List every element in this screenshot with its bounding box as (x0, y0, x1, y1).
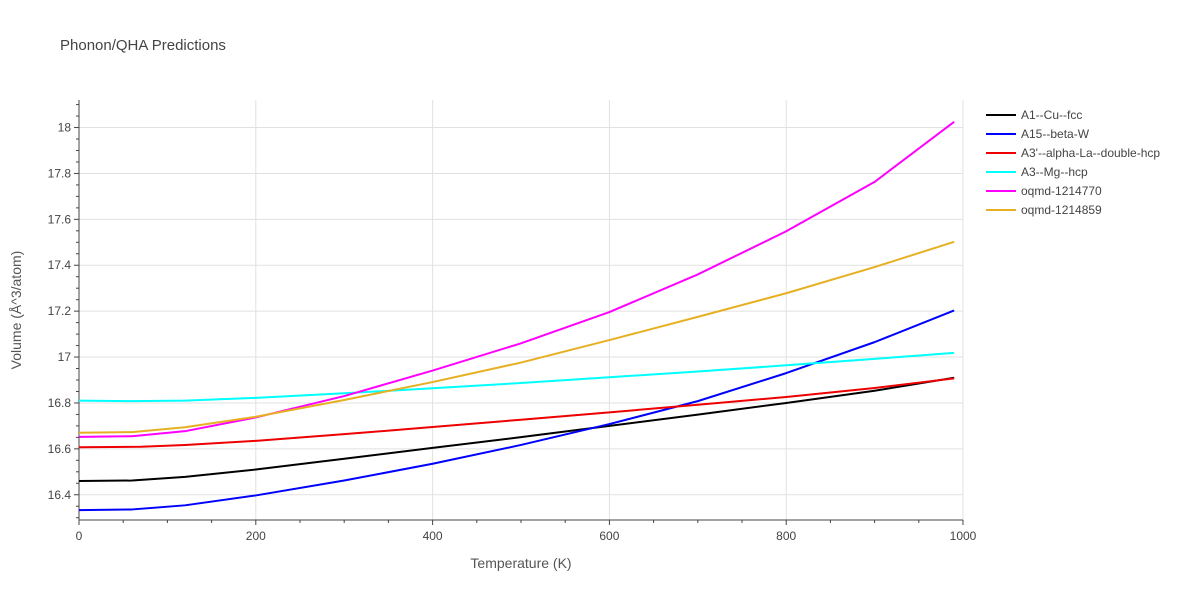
series-line-3 (78, 351, 955, 403)
legend-item[interactable]: oqmd-1214770 (986, 184, 1102, 198)
y-tick-label: 16.6 (48, 442, 72, 456)
legend-label: A1--Cu--fcc (1021, 108, 1082, 122)
x-tick-label: 400 (423, 529, 443, 543)
legend-item[interactable]: oqmd-1214859 (986, 203, 1102, 217)
y-tick-label: 16.4 (48, 488, 72, 502)
axes: 0 200 400 600 800 1000 16.4 16.6 16.8 17 17.2 17.4 1… (48, 100, 977, 543)
series-line-0 (78, 376, 955, 482)
x-axis-title: Temperature (K) (470, 555, 571, 571)
legend-item[interactable]: A3'--alpha-La--double-hcp (986, 146, 1160, 160)
series-line-2 (78, 377, 955, 449)
legend-label: oqmd-1214859 (1021, 203, 1102, 217)
legend-label: A15--beta-W (1021, 127, 1090, 141)
x-tick-label: 1000 (950, 529, 977, 543)
legend[interactable]: A1--Cu--fcc A15--beta-W A3'--alpha-La--dou… (986, 108, 1160, 217)
x-tick-label: 200 (246, 529, 266, 543)
series-lines (78, 121, 955, 512)
y-tick-label: 17.8 (48, 166, 72, 180)
chart-title: Phonon/QHA Predictions (60, 37, 226, 54)
grid (79, 100, 964, 520)
x-tick-label: 600 (599, 529, 619, 543)
legend-item[interactable]: A15--beta-W (986, 127, 1090, 141)
series-line-5 (78, 240, 955, 434)
x-tick-label: 0 (76, 529, 83, 543)
legend-label: A3'--alpha-La--double-hcp (1021, 146, 1160, 160)
y-tick-label: 17.4 (48, 258, 72, 272)
legend-label: A3--Mg--hcp (1021, 165, 1088, 179)
y-tick-label: 17 (58, 350, 72, 364)
series-line-1 (78, 309, 955, 512)
legend-item[interactable]: A1--Cu--fcc (986, 108, 1082, 122)
series-line-4 (78, 121, 955, 438)
y-tick-label: 17.6 (48, 212, 72, 226)
y-tick-label: 18 (58, 121, 72, 135)
legend-item[interactable]: A3--Mg--hcp (986, 165, 1088, 179)
y-axis-title: Volume (Å^3/atom) (8, 251, 24, 370)
x-tick-label: 800 (776, 529, 796, 543)
legend-label: oqmd-1214770 (1021, 184, 1102, 198)
y-tick-label: 16.8 (48, 396, 72, 410)
y-tick-label: 17.2 (48, 304, 72, 318)
